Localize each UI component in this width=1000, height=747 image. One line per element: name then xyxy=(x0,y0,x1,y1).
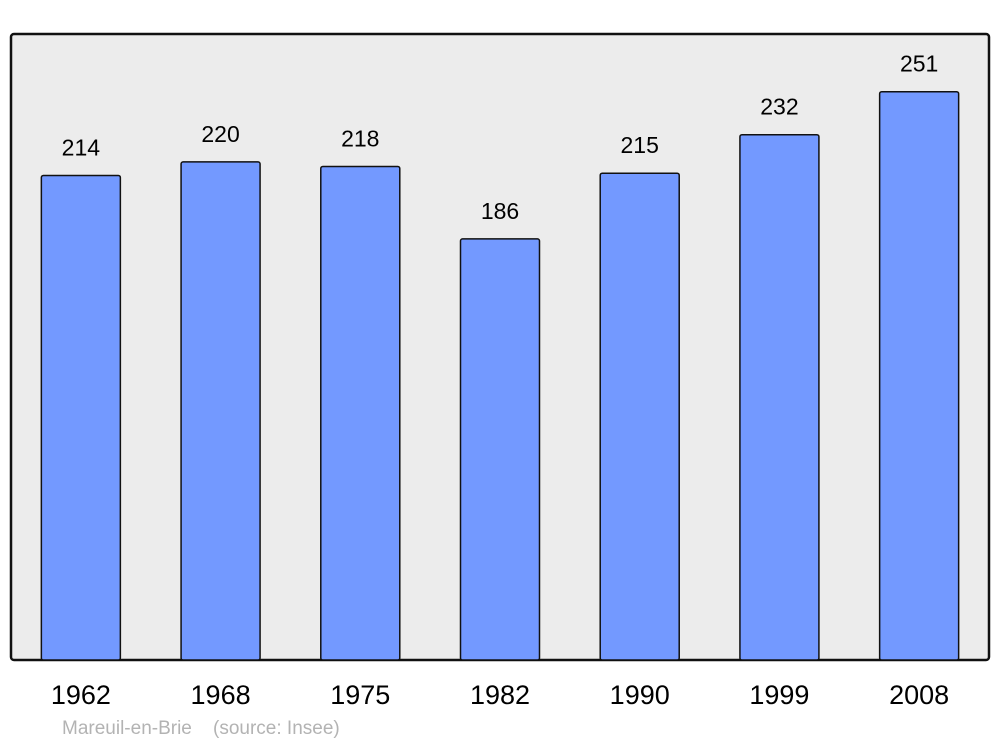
bar-1962 xyxy=(40,174,122,661)
data-label-1968: 220 xyxy=(201,121,239,147)
data-label-2008: 251 xyxy=(900,51,938,77)
data-label-1990: 215 xyxy=(621,132,659,158)
x-tick-label-1982: 1982 xyxy=(470,680,530,710)
x-tick-label-1975: 1975 xyxy=(330,680,390,710)
data-label-1999: 232 xyxy=(760,94,798,120)
x-tick-label-2008: 2008 xyxy=(889,680,949,710)
x-tick-label-1999: 1999 xyxy=(749,680,809,710)
bar-1999 xyxy=(739,133,820,661)
bar-2008 xyxy=(878,90,960,661)
bar-1990 xyxy=(599,172,680,661)
caption-source: (source: Insee) xyxy=(213,718,340,739)
bar-1982 xyxy=(459,238,541,661)
bar-1968 xyxy=(180,161,261,661)
caption-place: Mareuil-en-Brie xyxy=(62,718,192,739)
data-label-1975: 218 xyxy=(341,125,379,151)
x-tick-label-1968: 1968 xyxy=(191,680,251,710)
x-tick-label-1990: 1990 xyxy=(610,680,670,710)
data-label-1982: 186 xyxy=(481,198,519,224)
x-tick-label-1962: 1962 xyxy=(51,680,111,710)
caption: Mareuil-en-Brie (source: Insee) xyxy=(62,718,340,740)
bar-1975 xyxy=(320,165,401,661)
data-label-1962: 214 xyxy=(62,135,101,161)
